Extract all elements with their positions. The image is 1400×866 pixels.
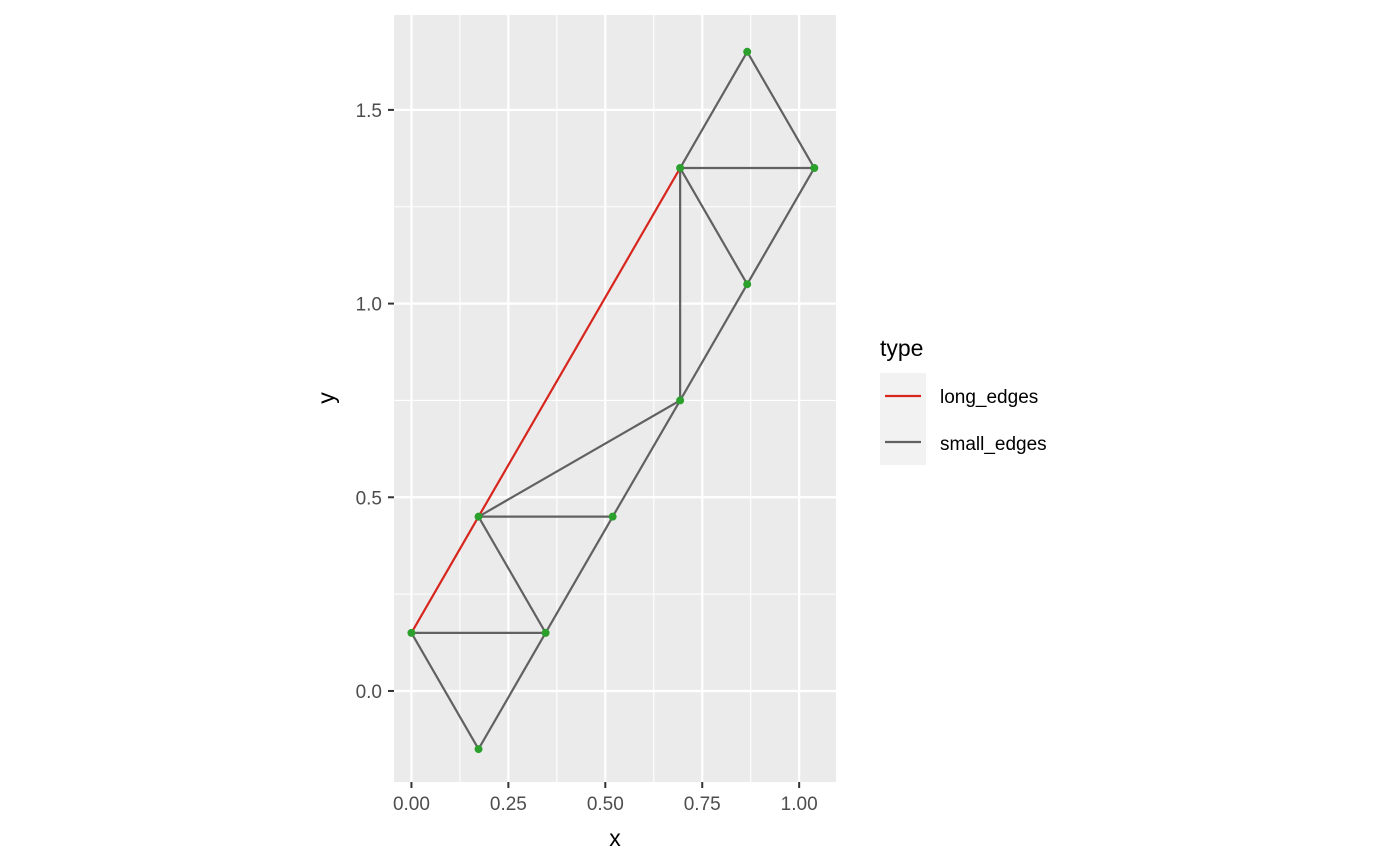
edge-small-edges [746,167,816,285]
y-axis-title: y [313,392,339,404]
x-tick-label: 0.25 [490,794,527,815]
vertex-point [474,745,483,754]
x-axis: 0.00 0.25 0.50 0.75 1.00 [393,782,818,815]
vertex-point [474,512,483,521]
y-tick-label: 1.0 [356,295,382,316]
edge-small-edges [410,632,480,750]
x-tick-label: 1.00 [781,794,818,815]
vertex-point [810,164,819,173]
vertex-point [407,628,416,637]
vertex-point [676,164,685,173]
edge-long-edges [477,167,682,518]
edge-small-edges [611,399,682,518]
vertex-point [743,47,752,56]
edge-small-edges [679,51,749,169]
x-tick-label: 0.00 [393,794,430,815]
legend-title: type [880,335,923,361]
y-tick-label: 0.0 [356,682,382,703]
grid-major [394,15,836,782]
vertex-point [541,628,550,637]
edge-small-edges [477,399,681,518]
edge-long-edges [410,516,480,634]
y-axis: 0.0 0.5 1.0 1.5 [356,101,394,703]
edge-small-edges [679,283,749,401]
vertex-point [743,280,752,289]
edge-small-edges [679,167,749,285]
plot-panel [394,15,836,782]
x-tick-label: 0.50 [587,794,624,815]
x-tick-label: 0.75 [684,794,721,815]
edges [410,51,816,750]
legend-label-small-edges: small_edges [940,434,1047,455]
x-axis-title: x [609,825,621,851]
y-tick-label: 0.5 [356,488,382,509]
points [407,47,819,754]
edge-small-edges [477,516,547,634]
vertex-point [676,396,685,405]
legend-label-long-edges: long_edges [940,387,1038,408]
grid-minor [394,15,836,782]
y-tick-label: 1.5 [356,101,382,122]
edge-small-edges [544,516,614,634]
vertex-point [608,512,617,521]
legend: type long_edges small_edges [880,335,1047,465]
edge-small-edges [477,632,547,750]
edge-small-edges [746,51,816,169]
